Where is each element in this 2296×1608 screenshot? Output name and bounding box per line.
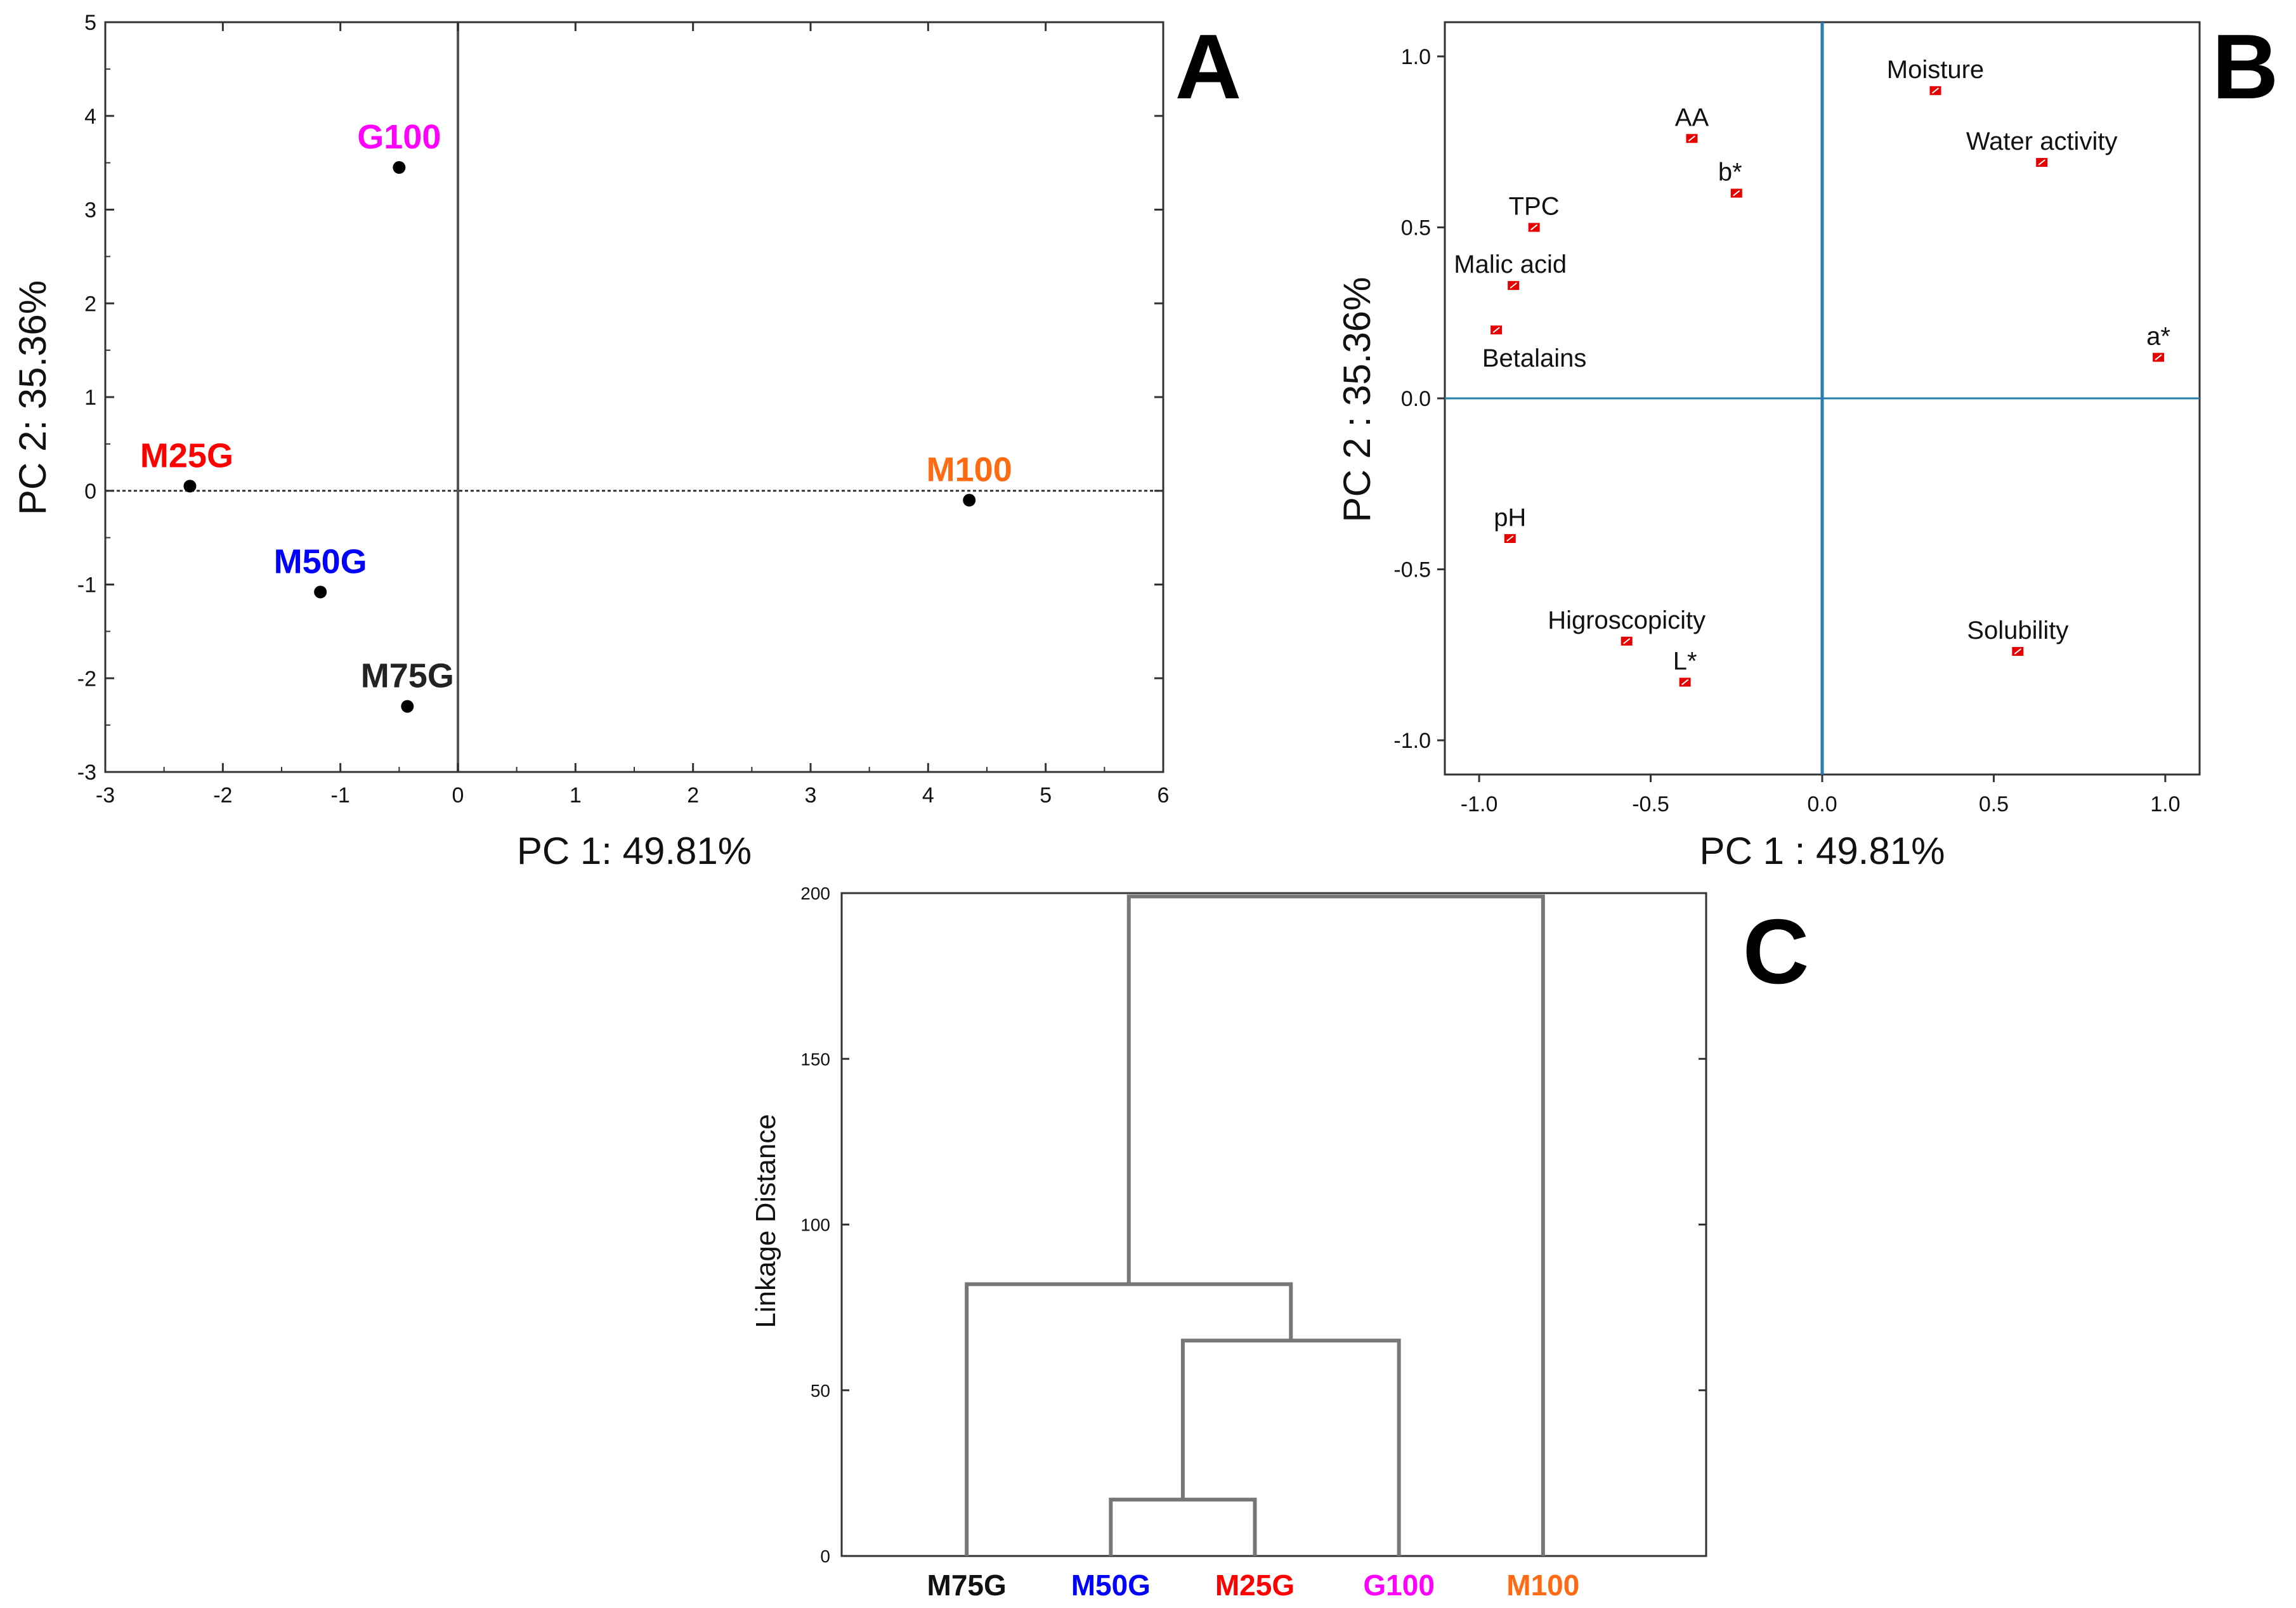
panel-c-leaf-m100: M100 (1506, 1569, 1579, 1602)
panel-b-ytick-label: -0.5 (1393, 558, 1431, 582)
panel-a-point-label-m25g: M25G (140, 436, 233, 474)
panel-b-point-mark-l (1681, 679, 1689, 686)
panel-a-frame (104, 21, 1164, 773)
panel-b-point-label-malic-acid: Malic acid (1454, 251, 1567, 278)
panel-c-dendrogram (965, 894, 1545, 1556)
panel-a-points: G100 M25G M50G M75G M100 (140, 118, 1012, 713)
panel-a-point-m100 (963, 494, 976, 507)
dendrogram-link-m50g-m25g (1109, 1498, 1257, 1556)
panel-a-xtick-label: 4 (922, 783, 934, 807)
panel-a-xtick-label: 0 (452, 783, 464, 807)
panel-a-point-m25g (183, 480, 197, 493)
panel-a-letter: A (1175, 15, 1242, 118)
panel-a-xtick-label: -2 (213, 783, 232, 807)
panel-b-xtick-label: 0.0 (1807, 792, 1837, 816)
panel-a-point-label-m50g: M50G (274, 542, 367, 580)
panel-b-point-mark-higroscopicity (1623, 637, 1631, 644)
panel-a-xtick-label: 3 (805, 783, 817, 807)
panel-b-point-mark-b (1733, 190, 1740, 197)
panel-c-leaf-m50g: M50G (1071, 1569, 1151, 1602)
panel-b-points: Moisture AA Water activity b* TPC Malic acid B… (1454, 56, 2170, 687)
panel-b-xtick-label: -0.5 (1632, 792, 1669, 816)
panel-b-ylabel: PC 2 : 35.36% (1336, 277, 1378, 523)
panel-b: -1.0 -0.5 0.0 0.5 1.0 -1.0 -0.5 0.0 0.5 1.0 Moist… (1336, 15, 2278, 872)
panel-c-ytick-label: 100 (800, 1215, 830, 1235)
dendrogram-link-m50g+m25g-g100 (1180, 1338, 1401, 1556)
panel-b-xlabel: PC 1 : 49.81% (1700, 830, 1945, 872)
panel-b-point-mark-moisture (1931, 88, 1940, 94)
panel-c-ticks: 0 50 100 150 200 (800, 884, 1706, 1566)
panel-a-ytick-label: 4 (84, 105, 96, 129)
panel-a-ytick-label: 1 (84, 386, 96, 410)
panel-b-point-label-b: b* (1718, 159, 1742, 186)
panel-a-ylabel: PC 2: 35.36% (11, 280, 54, 515)
panel-b-point-label-solubility: Solubility (1967, 617, 2068, 644)
panel-b-point-mark-betalains (1492, 327, 1500, 333)
panel-b-ytick-label: 0.0 (1401, 387, 1431, 411)
panel-a-point-g100 (393, 161, 406, 174)
panel-c-leaf-g100: G100 (1363, 1569, 1435, 1602)
panel-b-point-mark-a (2155, 354, 2162, 361)
panel-a-ytick-label: 0 (84, 480, 96, 504)
panel-c-leaf-labels: M75G M50G M25G G100 M100 (927, 1569, 1580, 1602)
panel-a-ytick-label: 3 (84, 199, 96, 223)
panel-a-ytick-label: 5 (84, 11, 96, 35)
panel-b-point-label-aa: AA (1675, 103, 1709, 131)
panel-a-xlabel: PC 1: 49.81% (517, 830, 752, 872)
panel-a-xtick-label: -3 (96, 783, 115, 807)
panel-b-point-label-betalains: Betalains (1482, 344, 1587, 372)
panel-a-point-m50g (314, 585, 327, 599)
panel-c-ytick-label: 0 (820, 1546, 830, 1566)
panel-c-ytick-label: 200 (800, 884, 830, 903)
panel-c-ytick-label: 150 (800, 1049, 830, 1069)
panel-c: 0 50 100 150 200 M75G M50G M25G G100 M100 Linkag… (750, 884, 1809, 1602)
panel-b-point-mark-tpc (1530, 224, 1538, 231)
panel-b-point-label-moisture: Moisture (1887, 56, 1984, 84)
panel-a-point-label-m100: M100 (927, 451, 1012, 489)
panel-a-point-label-m75g: M75G (361, 657, 454, 695)
panel-c-ytick-label: 50 (811, 1381, 830, 1401)
panel-c-letter: C (1743, 900, 1810, 1003)
panel-b-point-label-ph: pH (1494, 504, 1526, 532)
panel-b-ytick-label: 0.5 (1401, 216, 1431, 240)
panel-b-point-mark-solubility (2014, 648, 2021, 655)
panel-a-point-label-g100: G100 (357, 118, 441, 156)
panel-b-xtick-label: -1.0 (1461, 792, 1498, 816)
panel-b-point-mark-ph (1506, 535, 1514, 542)
panel-a: -3 -2 -1 0 1 2 3 4 5 6 -3 -2 -1 0 1 2 3 4 5 G100 M25G M50G M7… (11, 11, 1241, 872)
panel-b-xtick-label: 0.5 (1979, 792, 2009, 816)
dendrogram-link-m75g+m50g+m25g+g100-m100 (1126, 894, 1545, 1556)
panel-a-xtick-label: 5 (1040, 783, 1052, 807)
panel-a-ytick-label: -1 (77, 573, 96, 598)
panel-a-ytick-label: -2 (77, 667, 96, 691)
panel-b-point-mark-aa (1688, 135, 1696, 142)
panel-b-ytick-label: -1.0 (1393, 729, 1431, 753)
panel-b-xtick-label: 1.0 (2150, 792, 2180, 816)
panel-a-xtick-label: -1 (331, 783, 350, 807)
panel-c-frame (840, 892, 1707, 1557)
panel-a-ytick-label: 2 (84, 292, 96, 316)
panel-b-letter: B (2212, 15, 2279, 118)
dendrogram-link-m75g-m50g+m25g+g100 (965, 1282, 1293, 1556)
panel-b-ytick-label: 1.0 (1401, 45, 1431, 69)
panel-b-point-label-l: L* (1673, 647, 1697, 675)
panel-c-leaf-m25g: M25G (1215, 1569, 1295, 1602)
panel-a-point-m75g (401, 700, 414, 713)
panel-a-xtick-label: 1 (570, 783, 582, 807)
panel-b-point-label-water-activity: Water activity (1966, 127, 2118, 155)
panel-b-point-label-higroscopicity: Higroscopicity (1548, 606, 1706, 634)
panel-b-point-label-a: a* (2146, 322, 2170, 350)
panel-b-point-mark-malic-acid (1510, 282, 1517, 289)
panel-b-ticks: -1.0 -0.5 0.0 0.5 1.0 -1.0 -0.5 0.0 0.5 1.0 (1393, 45, 2180, 816)
panel-c-leaf-m75g: M75G (927, 1569, 1007, 1602)
panel-b-point-mark-water-activity (2038, 159, 2045, 166)
panel-c-ylabel: Linkage Distance (750, 1114, 781, 1328)
panel-a-ytick-label: -3 (77, 761, 96, 785)
panel-a-xtick-label: 6 (1158, 783, 1170, 807)
panel-a-ticks: -3 -2 -1 0 1 2 3 4 5 6 -3 -2 -1 0 1 2 3 4 5 (77, 11, 1170, 807)
panel-b-point-label-tpc: TPC (1509, 192, 1560, 220)
panel-a-xtick-label: 2 (687, 783, 699, 807)
